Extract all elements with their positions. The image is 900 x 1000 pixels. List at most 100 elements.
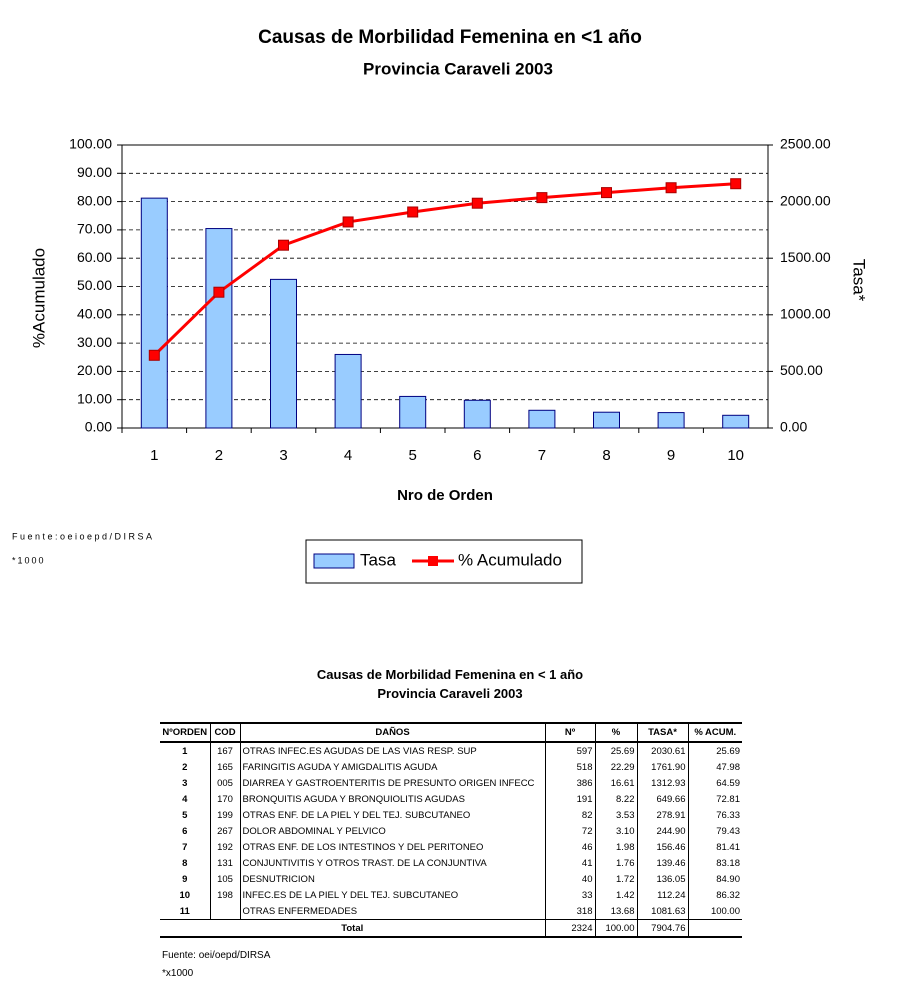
line-marker: [601, 187, 612, 199]
bar: [463, 399, 491, 429]
table-cell: 82: [544, 807, 595, 823]
table-row: 1 167 OTRAS INFEC.ES AGUDAS DE LAS VIAS RE…: [160, 742, 742, 759]
table-cell: 165: [209, 759, 240, 775]
table-cell: 136.05: [636, 871, 688, 887]
table-header-row: NºORDEN COD DAÑOS Nº% TASA*% ACUM.: [160, 722, 742, 743]
table-cell: 649.66: [636, 791, 688, 807]
table-cell: 3.53: [594, 807, 637, 823]
table-cell: 1312.93: [636, 775, 688, 791]
line-marker: [471, 197, 483, 209]
y-tick-label: 30.00: [77, 334, 112, 350]
table-cell: 2: [182, 761, 188, 773]
table-cell: 198: [209, 887, 240, 903]
table-cell: 46: [544, 839, 595, 855]
table-cell: 16.61: [594, 775, 637, 791]
multiplier-note: *1000: [12, 555, 46, 565]
table-cell: 40: [544, 871, 595, 887]
y-tick-label: 0.00: [85, 419, 112, 435]
line-marker: [278, 239, 289, 251]
table-cell: 1.98: [594, 839, 637, 855]
y-tick-label: 80.00: [77, 192, 112, 208]
y-tick-label: 70.00: [77, 221, 112, 237]
table-cell: 6: [182, 825, 188, 837]
table-cell: 2030.61: [636, 742, 688, 759]
y2-axis-label: Tasa*: [850, 259, 869, 302]
table-cell: 244.90: [636, 823, 688, 839]
table-cell: 86.32: [687, 887, 742, 903]
line-marker: [730, 178, 742, 190]
table-row: 10 198 INFEC.ES DE LA PIEL Y DEL TEJ. SUBC…: [160, 887, 742, 903]
bar: [528, 409, 556, 429]
table-cell: 1.76: [594, 855, 637, 871]
table-cell: 41: [544, 855, 595, 871]
table-cell: 139.46: [636, 855, 688, 871]
line: [153, 182, 736, 357]
table-cell: 22.29: [594, 759, 637, 775]
table-cell: OTRAS INFEC.ES AGUDAS DE LAS VIAS RESP. …: [239, 742, 545, 759]
table-row: 4 170 BRONQUITIS AGUDA Y BRONQUIOLITIS AGU…: [160, 791, 742, 807]
table-cell: 4: [182, 793, 188, 805]
table-cell: 005: [209, 775, 240, 791]
table-row: 6 267 DOLOR ABDOMINAL Y PELVICO 72 3.10 244.9…: [160, 823, 742, 839]
bar: [657, 412, 685, 429]
table-cell: 191: [544, 791, 595, 807]
header-cell: TASA*: [636, 722, 688, 743]
line-marker: [148, 349, 160, 361]
table-cell: 3.10: [594, 823, 637, 839]
table-cell: [209, 903, 240, 920]
table-row: 2 165 FARINGITIS AGUDA Y AMIGDALITIS AGUDA…: [160, 759, 742, 775]
x-tick-label: 7: [538, 447, 546, 464]
x-tick-label: 1: [150, 447, 158, 464]
bar: [722, 414, 750, 429]
legend-label: Tasa: [360, 550, 396, 569]
table-cell: 100.00: [687, 903, 742, 920]
total-label: Total: [160, 919, 545, 938]
bar: [205, 228, 233, 429]
table-cell: 13.68: [594, 903, 637, 920]
legend-label: % Acumulado: [458, 550, 562, 569]
y-tick-label: 50.00: [77, 277, 112, 293]
table-cell: 1081.63: [636, 903, 688, 920]
line-marker: [665, 182, 677, 194]
table-cell: 72.81: [687, 791, 742, 807]
total-cell: 2324: [544, 919, 595, 938]
table-cell: 112.24: [636, 887, 688, 903]
table-cell: 192: [209, 839, 240, 855]
total-cell: 100.00: [594, 919, 637, 938]
x-tick-label: 3: [279, 447, 287, 464]
table-cell: 10: [179, 889, 191, 901]
table-note: *x1000: [162, 968, 194, 979]
y-axis-label: %Acumulado: [29, 248, 48, 348]
chart-subtitle: Provincia Caraveli 2003: [363, 59, 553, 78]
table-cell: 76.33: [687, 807, 742, 823]
x-tick-label: 4: [344, 447, 352, 464]
y-tick-label: 20.00: [77, 362, 112, 378]
table-cell: 81.41: [687, 839, 742, 855]
y2-tick-label: 1000.00: [780, 306, 831, 322]
data-table: NºORDEN COD DAÑOS Nº% TASA*% ACUM. 1 167 OTRAS …: [160, 722, 742, 938]
table-cell: 8.22: [594, 791, 637, 807]
x-tick-label: 5: [409, 447, 417, 464]
table-cell: BRONQUITIS AGUDA Y BRONQUIOLITIS AGUDAS: [239, 791, 545, 807]
bar: [270, 278, 297, 429]
table-cell: FARINGITIS AGUDA Y AMIGDALITIS AGUDA: [239, 759, 545, 775]
x-tick-label: 8: [602, 447, 610, 464]
table-cell: 170: [209, 791, 240, 807]
x-axis-label: Nro de Orden: [397, 487, 493, 504]
header-cell: % ACUM.: [687, 722, 742, 743]
x-tick-label: 6: [473, 447, 481, 464]
table-cell: 64.59: [687, 775, 742, 791]
table-cell: 84.90: [687, 871, 742, 887]
chart-title: Causas de Morbilidad Femenina en <1 año: [258, 27, 642, 48]
table-cell: 7: [182, 841, 188, 853]
table-cell: 318: [544, 903, 595, 920]
table-cell: 72: [544, 823, 595, 839]
x-tick-label: 2: [215, 447, 223, 464]
header-cell: %: [594, 722, 637, 743]
table-subtitle: Provincia Caraveli 2003: [377, 686, 523, 701]
bar: [140, 197, 168, 429]
y2-tick-label: 500.00: [780, 362, 823, 378]
table-cell: 25.69: [594, 742, 637, 759]
table-cell: 1761.90: [636, 759, 688, 775]
